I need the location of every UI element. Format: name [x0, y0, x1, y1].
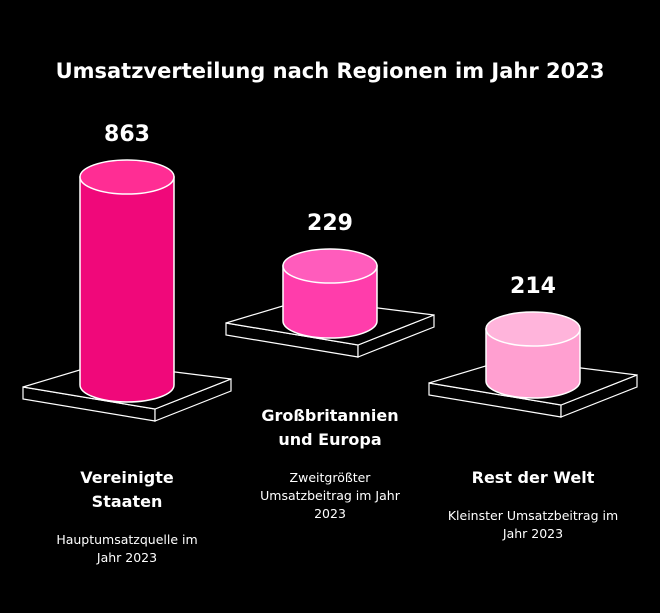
- value-label-1: 229: [307, 211, 353, 236]
- chart-title: Umsatzverteilung nach Regionen im Jahr 2…: [56, 59, 605, 83]
- description-label-2: Kleinster Umsatzbeitrag im Jahr 2023: [448, 508, 618, 541]
- value-label-2: 214: [510, 274, 556, 299]
- bar-top-1: [282, 248, 378, 284]
- description-label-1: Zweitgrößter Umsatzbeitrag im Jahr 2023: [260, 470, 401, 521]
- category-label-0: Vereinigte Staaten: [80, 468, 174, 511]
- bar-1: [282, 265, 378, 339]
- bar-0: [79, 176, 175, 403]
- bar-top-2: [485, 311, 581, 347]
- bar-top-0: [79, 159, 175, 195]
- description-label-0: Hauptumsatzquelle im Jahr 2023: [56, 532, 197, 565]
- category-label-2: Rest der Welt: [472, 468, 595, 487]
- category-label-1: Großbritannien und Europa: [261, 406, 398, 449]
- value-label-0: 863: [104, 122, 150, 147]
- bar-2: [485, 328, 581, 399]
